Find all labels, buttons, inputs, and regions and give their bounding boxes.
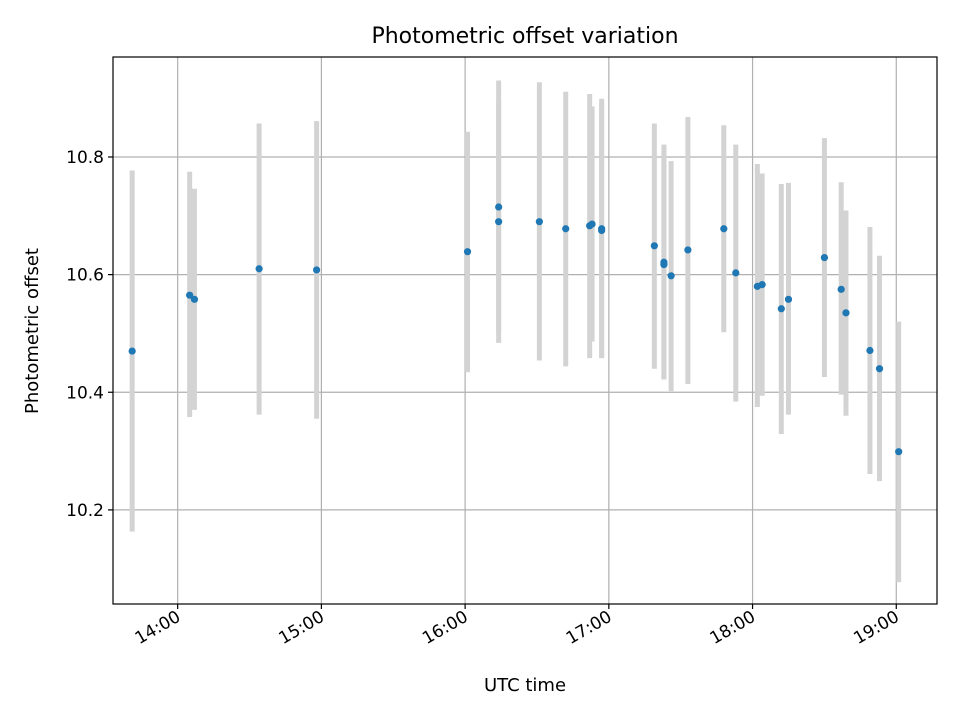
x-tick-label: 15:00 bbox=[275, 607, 327, 649]
data-point bbox=[777, 305, 785, 313]
data-point bbox=[495, 218, 503, 226]
data-point bbox=[562, 225, 570, 233]
x-tick-label: 17:00 bbox=[563, 607, 615, 649]
data-point bbox=[667, 272, 675, 280]
data-point bbox=[720, 225, 728, 233]
x-tick-label: 16:00 bbox=[419, 607, 471, 649]
data-point bbox=[866, 346, 874, 355]
chart-title: Photometric offset variation bbox=[371, 24, 678, 49]
data-point bbox=[535, 218, 543, 226]
data-point bbox=[255, 265, 263, 273]
data-point bbox=[186, 291, 194, 299]
data-point bbox=[895, 448, 903, 456]
data-point bbox=[588, 220, 596, 228]
grid-lines bbox=[113, 57, 937, 604]
y-tick-label: 10.6 bbox=[66, 266, 104, 286]
data-points bbox=[128, 203, 903, 456]
data-point bbox=[495, 203, 503, 211]
data-point bbox=[660, 261, 668, 269]
x-tick-label: 19:00 bbox=[850, 607, 902, 649]
data-point bbox=[820, 253, 829, 262]
data-point bbox=[650, 242, 658, 250]
error-bars bbox=[129, 80, 902, 583]
y-tick-label: 10.8 bbox=[66, 148, 104, 168]
x-tick-label: 14:00 bbox=[132, 607, 184, 649]
data-point bbox=[128, 347, 136, 355]
data-point bbox=[784, 295, 793, 303]
data-point bbox=[598, 226, 606, 235]
data-point bbox=[313, 266, 321, 274]
data-point bbox=[875, 365, 884, 373]
y-tick-label: 10.2 bbox=[66, 501, 104, 521]
data-point bbox=[758, 281, 766, 289]
data-point bbox=[842, 309, 850, 317]
x-tick-label: 18:00 bbox=[707, 607, 759, 649]
y-axis-label: Photometric offset bbox=[22, 248, 43, 414]
data-point bbox=[190, 295, 199, 303]
data-point bbox=[463, 248, 472, 256]
data-point bbox=[732, 269, 740, 277]
y-tick-label: 10.4 bbox=[66, 383, 104, 403]
data-point bbox=[837, 285, 845, 293]
plot-frame bbox=[112, 56, 938, 605]
x-axis-label: UTC time bbox=[484, 675, 566, 696]
data-point bbox=[684, 246, 692, 254]
